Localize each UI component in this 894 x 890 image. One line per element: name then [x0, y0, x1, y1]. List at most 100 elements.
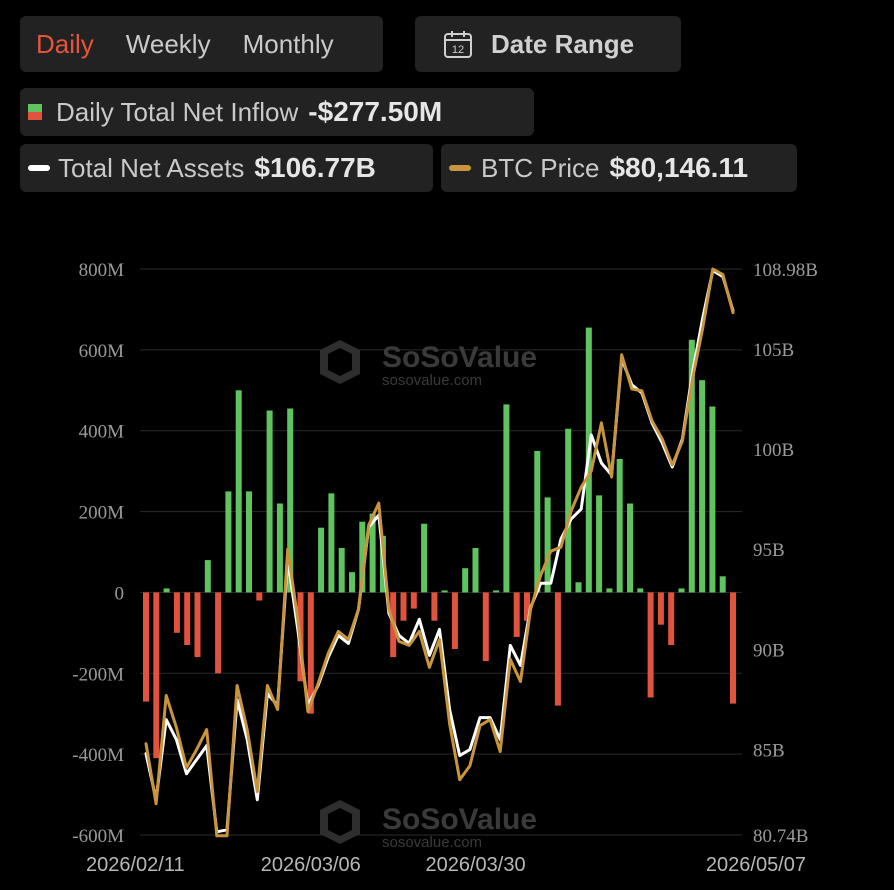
left-tick-label: 400M: [79, 422, 125, 443]
legend-btc-price[interactable]: BTC Price $80,146.11: [441, 144, 797, 192]
inflow-bar[interactable]: [235, 390, 242, 593]
inflow-bar[interactable]: [637, 588, 644, 593]
inflow-bar[interactable]: [462, 568, 469, 593]
inflow-bar[interactable]: [627, 503, 633, 593]
inflow-bar[interactable]: [410, 592, 417, 609]
inflow-bar[interactable]: [173, 592, 180, 633]
inflow-bar[interactable]: [328, 493, 335, 593]
right-tick-label: 108.98B: [753, 260, 818, 281]
watermark-bottom: SoSoValue sosovalue.com: [320, 800, 537, 851]
right-tick-label: 100B: [753, 440, 794, 461]
legend-btc-label: BTC Price: [481, 152, 600, 183]
inflow-bar[interactable]: [266, 410, 273, 593]
inflow-bar[interactable]: [524, 592, 530, 621]
watermarks: SoSoValue sosovalue.com SoSoValue sosova…: [320, 340, 537, 851]
inflow-bar[interactable]: [699, 380, 706, 593]
inflow-bar[interactable]: [719, 576, 726, 593]
inflow-bar[interactable]: [678, 588, 685, 593]
inflow-bar[interactable]: [194, 592, 201, 658]
inflow-bar[interactable]: [143, 592, 149, 702]
inflow-bar[interactable]: [657, 592, 664, 625]
left-tick-label: -400M: [72, 745, 124, 766]
inflow-bar[interactable]: [276, 503, 283, 593]
inflow-bar[interactable]: [513, 592, 520, 637]
inflow-bar[interactable]: [359, 521, 366, 593]
inflow-bar[interactable]: [565, 428, 572, 593]
watermark-url: sosovalue.com: [382, 834, 482, 851]
inflow-bars: [143, 327, 736, 759]
tab-weekly[interactable]: Weekly: [125, 28, 211, 59]
right-axis-ticks: 108.98B 105B 100B 95B 90B 85B 80.74B: [753, 260, 818, 847]
inflow-bar[interactable]: [225, 491, 232, 593]
inflow-bar[interactable]: [338, 548, 345, 593]
sosovalue-logo-icon: [320, 800, 360, 844]
inflow-bar[interactable]: [256, 592, 263, 601]
inflow-bar[interactable]: [369, 513, 376, 593]
inflow-bar[interactable]: [606, 588, 613, 593]
series-lines: [144, 267, 735, 838]
inflow-bar[interactable]: [400, 592, 407, 621]
inflow-bar[interactable]: [307, 592, 314, 714]
legend-total-net-assets[interactable]: Total Net Assets $106.77B: [20, 144, 433, 192]
inflow-bar[interactable]: [431, 592, 438, 621]
inflow-square-icon: [28, 104, 42, 120]
legend-daily-inflow[interactable]: Daily Total Net Inflow -$277.50M: [20, 88, 534, 136]
total-net-assets-line[interactable]: [144, 269, 735, 834]
date-range-button[interactable]: 12 Date Range: [415, 16, 681, 72]
watermark-url: sosovalue.com: [382, 372, 482, 389]
sosovalue-logo-icon: [320, 340, 360, 384]
left-tick-label: 600M: [79, 341, 125, 362]
inflow-bar[interactable]: [451, 592, 458, 649]
right-tick-label: 90B: [753, 640, 785, 661]
inflow-bar[interactable]: [596, 495, 603, 593]
inflow-bar[interactable]: [503, 404, 510, 593]
inflow-bar[interactable]: [184, 592, 191, 645]
btc-price-line[interactable]: [144, 267, 735, 838]
left-tick-label: 0: [115, 583, 125, 604]
inflow-bar[interactable]: [544, 497, 551, 593]
left-tick-label: 200M: [79, 503, 125, 524]
x-tick-label: 2026/03/30: [425, 854, 525, 876]
date-range-label: Date Range: [491, 28, 635, 59]
inflow-bar[interactable]: [554, 592, 561, 706]
inflow-bar[interactable]: [575, 582, 582, 593]
inflow-bar[interactable]: [349, 572, 355, 593]
left-tick-label: -600M: [72, 826, 124, 847]
inflow-bar[interactable]: [215, 592, 222, 674]
x-axis-ticks: 2026/02/11 2026/03/06 2026/03/30 2026/05/07: [86, 854, 806, 876]
inflow-bar[interactable]: [668, 592, 675, 645]
inflow-bar[interactable]: [534, 450, 541, 593]
inflow-bar[interactable]: [730, 592, 736, 704]
watermark-name: SoSoValue: [382, 341, 537, 374]
inflow-bar[interactable]: [318, 527, 325, 593]
inflow-bar[interactable]: [472, 548, 479, 593]
inflow-bar[interactable]: [153, 592, 160, 759]
inflow-bar[interactable]: [163, 588, 170, 593]
left-tick-label: -200M: [72, 664, 124, 685]
left-tick-label: 800M: [79, 260, 125, 281]
legend-btc-value: $80,146.11: [609, 152, 749, 183]
inflow-bar[interactable]: [421, 523, 428, 593]
watermark-top: SoSoValue sosovalue.com: [320, 340, 537, 389]
calendar-day: 12: [452, 44, 464, 56]
inflow-bar[interactable]: [647, 592, 654, 698]
inflow-bar[interactable]: [287, 408, 294, 593]
right-tick-label: 80.74B: [753, 826, 808, 847]
watermark-name: SoSoValue: [382, 803, 537, 836]
inflow-bar[interactable]: [493, 590, 500, 593]
calendar-icon: 12: [444, 31, 472, 58]
inflow-bar[interactable]: [709, 406, 716, 593]
inflow-bar[interactable]: [441, 590, 448, 593]
tab-monthly[interactable]: Monthly: [242, 28, 334, 59]
inflow-bar[interactable]: [688, 339, 695, 593]
tab-daily[interactable]: Daily: [36, 28, 94, 59]
x-tick-label: 2026/02/11: [86, 854, 185, 876]
x-tick-label: 2026/05/07: [706, 854, 806, 876]
right-tick-label: 95B: [753, 540, 785, 561]
inflow-bar[interactable]: [204, 560, 211, 593]
inflow-bar[interactable]: [246, 491, 252, 593]
right-tick-label: 105B: [753, 340, 794, 361]
inflow-bar[interactable]: [616, 459, 623, 593]
inflow-bar[interactable]: [482, 592, 489, 662]
